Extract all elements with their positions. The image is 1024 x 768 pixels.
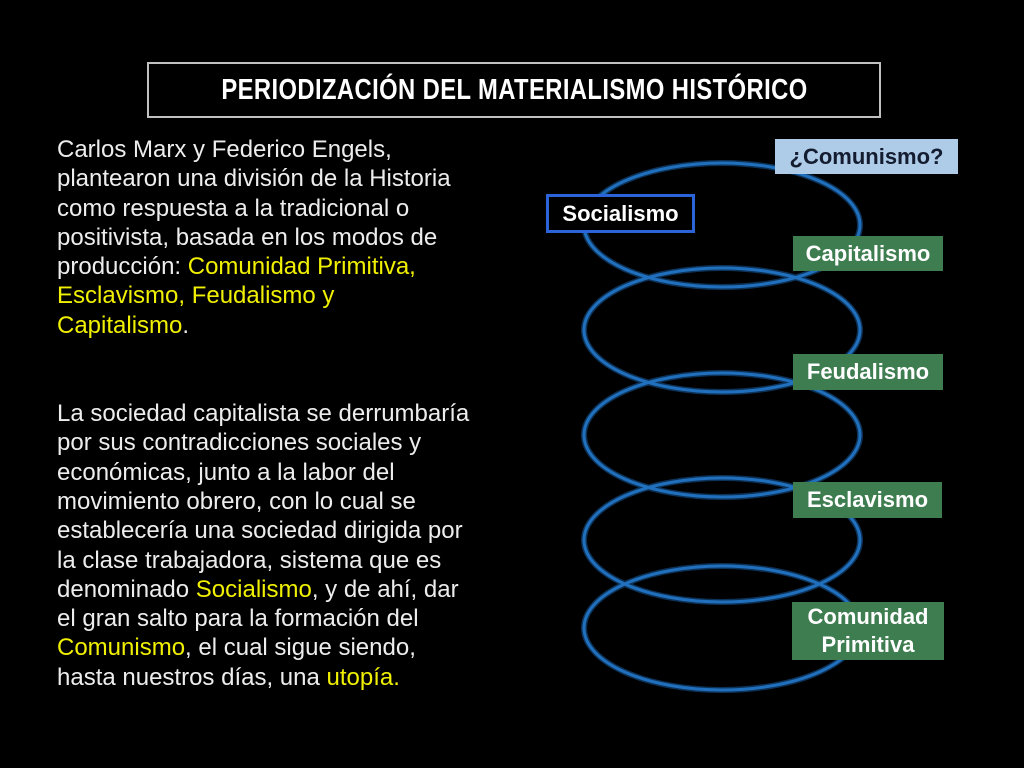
highlighted-term: Capitalismo — [57, 311, 183, 339]
label-feudalismo: Feudalismo — [793, 354, 943, 390]
label-capitalismo-text: Capitalismo — [805, 240, 931, 266]
spiral-turn — [582, 371, 862, 499]
text-line: la clase trabajadora, sistema que es — [57, 546, 547, 575]
body-text: Carlos Marx y Federico Engels, plantearon… — [57, 135, 547, 692]
text-segment: La sociedad capitalista se derrumbaría — [57, 400, 470, 428]
paragraph-2: La sociedad capitalista se derrumbaría po… — [57, 399, 547, 692]
text-line: establecería una sociedad dirigida por — [57, 516, 547, 545]
label-feudalismo-text: Feudalismo — [806, 359, 930, 384]
text-segment: , el cual sigue siendo, — [185, 634, 416, 662]
label-socialismo-text: Socialismo — [562, 200, 679, 226]
label-comunidad-primitiva: Comunidad Primitiva — [792, 602, 944, 660]
label-comunidad-primitiva-text: Comunidad Primitiva — [807, 604, 929, 657]
text-line: económicas, junto a la labor del — [57, 458, 547, 487]
text-line: por sus contradicciones sociales y — [57, 428, 547, 457]
text-segment: establecería una sociedad dirigida por — [57, 517, 463, 545]
spiral-turn — [582, 266, 862, 394]
text-line: Esclavismo, Feudalismo y — [57, 281, 547, 310]
text-segment: movimiento obrero, con lo cual se — [57, 487, 416, 515]
text-segment: como respuesta a la tradicional o — [57, 194, 410, 222]
text-segment: económicas, junto a la labor del — [57, 458, 395, 486]
spiral-turn — [582, 476, 862, 604]
text-line: como respuesta a la tradicional o — [57, 194, 547, 223]
paragraph-1: Carlos Marx y Federico Engels, plantearon… — [57, 135, 547, 340]
text-line: producción: Comunidad Primitiva, — [57, 252, 547, 281]
text-line: movimiento obrero, con lo cual se — [57, 487, 547, 516]
highlighted-term: utopía. — [326, 663, 400, 691]
text-segment: . — [182, 311, 190, 339]
text-segment: producción: — [57, 253, 188, 281]
highlighted-term: Socialismo — [195, 575, 312, 603]
text-line: hasta nuestros días, una utopía. — [57, 663, 547, 692]
text-segment: por sus contradicciones sociales y — [57, 429, 422, 457]
text-segment: plantearon una división de la Historia — [57, 165, 451, 193]
text-line: Carlos Marx y Federico Engels, — [57, 135, 547, 164]
highlighted-term: Comunidad Primitiva, — [187, 253, 416, 281]
label-esclavismo-text: Esclavismo — [806, 487, 929, 512]
text-segment: denominado — [57, 575, 196, 603]
text-line: La sociedad capitalista se derrumbaría — [57, 399, 547, 428]
text-line: el gran salto para la formación del — [57, 604, 547, 633]
text-segment: , y de ahí, dar — [311, 575, 459, 603]
label-esclavismo: Esclavismo — [793, 482, 942, 518]
text-segment: el gran salto para la formación del — [57, 605, 419, 633]
highlighted-term: Comunismo — [57, 634, 186, 662]
label-capitalismo: Capitalismo — [793, 236, 943, 271]
text-segment: la clase trabajadora, sistema que es — [57, 546, 442, 574]
slide-title: PERIODIZACIÓN DEL MATERIALISMO HISTÓRICO — [220, 73, 808, 106]
highlighted-term: Esclavismo, Feudalismo y — [57, 282, 335, 310]
text-segment: positivista, basada en los modos de — [57, 223, 438, 251]
text-segment: Carlos Marx y Federico Engels, — [57, 136, 392, 163]
text-line: denominado Socialismo, y de ahí, dar — [57, 575, 547, 604]
label-comunismo: ¿Comunismo? — [775, 139, 958, 174]
label-socialismo: Socialismo — [546, 194, 695, 233]
title-box: PERIODIZACIÓN DEL MATERIALISMO HISTÓRICO — [147, 62, 881, 118]
text-line: positivista, basada en los modos de — [57, 223, 547, 252]
text-line: Capitalismo. — [57, 311, 547, 340]
label-comunismo-text: ¿Comunismo? — [789, 143, 944, 169]
text-line: plantearon una división de la Historia — [57, 164, 547, 193]
text-segment: hasta nuestros días, una — [57, 663, 327, 691]
text-line: Comunismo, el cual sigue siendo, — [57, 633, 547, 662]
